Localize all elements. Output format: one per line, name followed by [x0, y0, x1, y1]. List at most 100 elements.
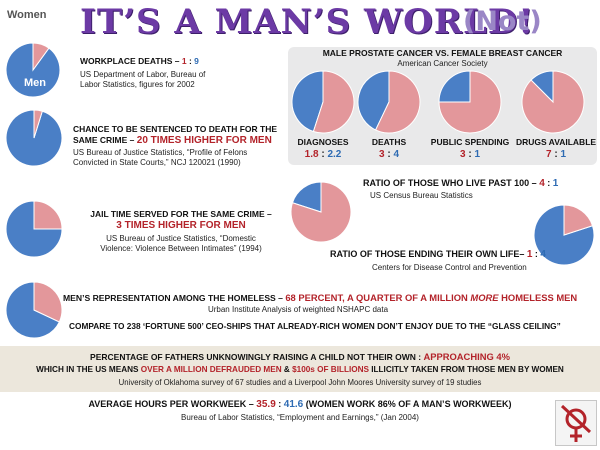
cancer-pie-drugs-available [521, 70, 585, 134]
workplace-source: US Department of Labor, Bureau of Labor … [80, 70, 205, 90]
past-100-heading: RATIO OF THOSE WHO LIVE PAST 100 – 4 : 1 [363, 178, 558, 189]
death-sentence-heading-line-1: CHANCE TO BE SENTENCED TO DEATH FOR THE [73, 124, 278, 134]
suicide-source: Centers for Disease Control and Preventi… [372, 263, 527, 272]
women-pie-label: Women [7, 9, 47, 21]
fathers-highlight: APPROACHING 4% [423, 351, 510, 362]
jail-source-line-2: Violence: Violence Between Intimates” (1… [100, 244, 262, 253]
crossed-venus-logo [555, 400, 597, 446]
homeless-highlight-more: MORE [470, 292, 499, 303]
cancer-drugs-available-ratio-women: 1 [560, 149, 566, 160]
fathers-heading-line-2: WHICH IN THE US MEANS OVER A MILLION DEF… [0, 364, 600, 375]
fathers-heading-text: PERCENTAGE OF FATHERS UNKNOWINGLY RAISIN… [90, 352, 424, 362]
cancer-deaths-men-slice [357, 70, 390, 131]
workplace-heading-text: WORKPLACE DEATHS – [80, 56, 182, 66]
cancer-public-spending-ratio: 3 : 1 [425, 149, 515, 160]
homeless-source: Urban Institute Analysis of weighted NSH… [207, 305, 389, 314]
homeless-pie-chart [5, 281, 63, 339]
past-100-pie-chart [290, 181, 352, 243]
suicide-pie-chart [533, 204, 595, 266]
cancer-pie-public-spending [438, 70, 502, 134]
death-sentence-highlight: 20 TIMES HIGHER FOR MEN [136, 135, 272, 146]
suicide-ratio-men: 4 [540, 249, 546, 260]
cancer-public-spending-ratio-sep: : [465, 149, 475, 160]
cancer-pie-deaths [357, 70, 421, 134]
past-100-ratio-men: 1 [552, 178, 559, 189]
death-sentence-heading: CHANCE TO BE SENTENCED TO DEATH FOR THE … [73, 124, 277, 146]
death-sentence-pie-women-slice [33, 109, 43, 139]
jail-source: US Bureau of Justice Statistics, “Domest… [72, 234, 290, 254]
death-sentence-source: US Bureau of Justice Statistics, “Profil… [73, 148, 247, 168]
cancer-drugs-available-women-slice [521, 70, 585, 134]
homeless-highlight: 68 PERCENT, A QUARTER OF A MILLION [285, 292, 471, 303]
homeless-heading-text: MEN’S REPRESENTATION AMONG THE HOMELESS … [63, 293, 286, 303]
cancer-deaths-ratio-women: 4 [393, 149, 399, 160]
workplace-ratio-men: 9 [194, 56, 199, 66]
workplace-ratio-sep: : [186, 56, 195, 66]
past-100-pie-women-slice [290, 181, 352, 243]
cancer-diagnoses-men-slice [291, 70, 324, 133]
cancer-pie-diagnoses [291, 70, 355, 134]
workweek-heading: AVERAGE HOURS PER WORKWEEK – 35.9 : 41.6… [0, 399, 600, 410]
cancer-deaths-label: DEATHS [371, 137, 407, 147]
workweek-source: Bureau of Labor Statistics, “Employment … [181, 413, 419, 422]
past-100-heading-text: RATIO OF THOSE WHO LIVE PAST 100 – [363, 178, 540, 188]
cancer-diagnoses-label: DIAGNOSES [297, 137, 349, 147]
jail-highlight: 3 TIMES HIGHER FOR MEN [116, 220, 246, 231]
cancer-drugs-available-label: DRUGS AVAILABLE [515, 137, 597, 147]
death-sentence-heading-line-2: SAME CRIME – 20 TIMES HIGHER FOR MEN [73, 135, 277, 146]
suicide-ratio-women: 1 [526, 249, 533, 260]
workweek-tail: (WOMEN WORK 86% OF A MAN’S WORKWEEK) [303, 399, 512, 409]
workweek-women-hours: 35.9 [256, 399, 276, 410]
workweek-heading-text: AVERAGE HOURS PER WORKWEEK – [88, 399, 257, 409]
cancer-diagnoses-ratio-men: 1.8 [304, 149, 319, 160]
suicide-ratio-sep: : [532, 249, 541, 259]
homeless-highlight-end: HOMELESS MEN [498, 292, 578, 303]
cancer-public-spending-ratio-men: 3 [459, 149, 466, 160]
workplace-source-line-2: Labor Statistics, figures for 2002 [80, 80, 195, 89]
workplace-pie-women-slice [32, 42, 50, 72]
past-100-pie-men-slice [291, 181, 322, 213]
fathers-heading-line-1: PERCENTAGE OF FATHERS UNKNOWINGLY RAISIN… [0, 351, 600, 363]
past-100-source: US Census Bureau Statistics [370, 191, 473, 200]
fathers-line-2-tail: ILLICITLY TAKEN FROM THOSE MEN BY WOMEN [369, 365, 564, 374]
past-100-ratio-sep: : [544, 178, 553, 188]
fathers-line-2-lead: WHICH IN THE US MEANS [36, 365, 141, 374]
cancer-pie-charts [291, 70, 585, 134]
cancer-drugs-available-ratio-sep: : [551, 149, 561, 160]
cancer-public-spending-women-slice [438, 70, 502, 134]
page-title-not: (Not) [463, 6, 542, 37]
jail-heading-line-1: JAIL TIME SERVED FOR THE SAME CRIME – [90, 209, 272, 219]
cancer-deaths-women-slice [374, 70, 421, 134]
cancer-panel-title: MALE PROSTATE CANCER VS. FEMALE BREAST C… [322, 48, 563, 58]
suicide-pie-men-slice [533, 204, 595, 266]
fathers-ampersand: & [281, 365, 293, 374]
workplace-source-line-1: US Department of Labor, Bureau of [80, 70, 206, 79]
jail-source-line-1: US Bureau of Justice Statistics, “Domest… [106, 234, 256, 243]
men-pie-label: Men [24, 77, 46, 89]
cancer-public-spending-men-slice [438, 70, 471, 103]
cancer-diagnoses-ratio-women: 2.2 [327, 149, 342, 160]
jail-heading: JAIL TIME SERVED FOR THE SAME CRIME – 3 … [72, 209, 290, 232]
death-sentence-pie-chart [5, 109, 63, 167]
ceo-comparison: COMPARE TO 238 ‘FORTUNE 500’ CEO-SHIPS T… [69, 321, 561, 331]
suicide-pie-women-slice [563, 204, 594, 236]
cancer-diagnoses-women-slice [312, 70, 355, 134]
cancer-deaths-ratio-sep: : [384, 149, 394, 160]
jail-pie-women-slice [33, 200, 63, 230]
cancer-public-spending-ratio-women: 1 [474, 149, 480, 160]
cancer-deaths-ratio: 3 : 4 [360, 149, 418, 160]
death-sentence-source-line-1: US Bureau of Justice Statistics, “Profil… [73, 148, 248, 157]
fathers-defrauded-men: OVER A MILLION DEFRAUDED MEN [140, 365, 282, 374]
death-sentence-source-line-2: Convicted in State Courts,” NCJ 120021 (… [73, 158, 241, 167]
cancer-drugs-available-ratio-men: 7 [545, 149, 552, 160]
death-sentence-heading-lead: SAME CRIME – [73, 135, 135, 145]
cancer-deaths-ratio-men: 3 [378, 149, 385, 160]
homeless-heading: MEN’S REPRESENTATION AMONG THE HOMELESS … [63, 292, 577, 304]
past-100-ratio-women: 4 [539, 178, 545, 189]
workweek-ratio-sep: : [275, 399, 284, 409]
workplace-ratio-women: 1 [181, 56, 187, 66]
workweek-men-hours: 41.6 [283, 399, 304, 410]
page-title: IT’S A MAN’S WORLD! [80, 2, 535, 42]
fathers-billions: $100s OF BILLIONS [292, 365, 369, 374]
